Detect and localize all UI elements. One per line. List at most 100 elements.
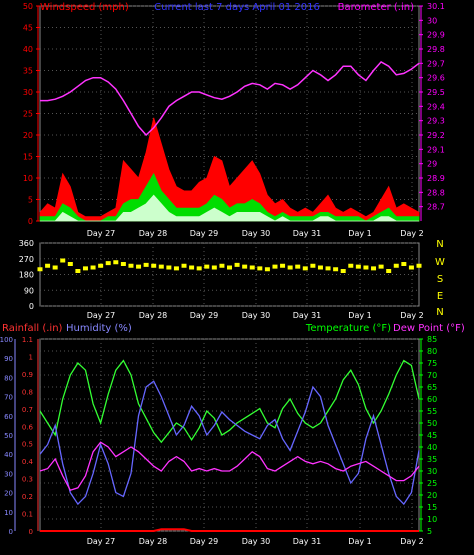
humidity-axis-title: Humidity (%) [66,323,132,334]
wind-direction-point [401,262,407,266]
direction-tick-label: 270 [19,255,34,264]
humidity-tick-label: 70 [4,394,13,402]
wind-direction-point [75,269,81,273]
wind-day-label: Day 27 [87,229,116,238]
baro-tick-label: 29.5 [427,88,445,97]
temp-tick-label: 85 [427,335,437,344]
wind-direction-point [98,263,104,268]
compass-label: N [436,307,443,318]
temp-tick-label: 25 [427,479,437,488]
wind-direction-point [378,264,384,269]
wind-direction-point [249,265,255,270]
barometer-line [40,60,420,137]
wind-direction-point [128,263,134,268]
wind-direction-point [196,266,202,271]
wind-day-label: Day 31 [293,229,322,238]
wind-direction-point [348,263,354,268]
wind-direction-point [67,262,73,266]
humidity-tick-label: 30 [4,470,13,478]
wind-direction-point [272,264,278,269]
rain-tick-label: 0.8 [22,388,33,396]
temp-tick-label: 5 [427,527,432,536]
rain-tick-label: 1 [29,353,33,361]
humidity-tick-label: 20 [4,490,13,498]
baro-tick-label: 29.4 [427,102,445,111]
direction-day-label: Day 30 [242,311,271,320]
wind-direction-point [355,264,361,269]
compass-label: N [436,239,443,250]
rain-tick-label: 1.1 [22,336,33,344]
temp-tick-label: 60 [427,395,437,404]
wind-direction-point [181,263,187,268]
wind-direction-point [295,264,301,269]
wind-direction-point [82,266,88,271]
temp-tick-label: 45 [427,431,437,440]
direction-tick-label: 90 [24,286,34,295]
temp-tick-label: 75 [427,359,437,368]
baro-tick-label: 30.1 [427,2,445,11]
wind-tick-label: 40 [23,45,33,54]
wind-direction-point [52,265,58,270]
temp-tick-label: 15 [427,503,437,512]
temp-tick-label: 35 [427,455,437,464]
baro-tick-label: 29.3 [427,117,445,126]
temp-tick-label: 55 [427,407,437,416]
wind-direction-point [113,260,119,265]
baro-tick-label: 28.9 [427,174,445,183]
humidity-tick-label: 90 [4,355,13,363]
wind-day-label: Day 28 [139,229,168,238]
climate-day-label: Day 27 [87,537,116,546]
wind-direction-point [166,265,172,270]
temp-tick-label: 30 [427,467,437,476]
direction-day-label: Day 27 [87,311,116,320]
climate-day-label: Day 31 [293,537,322,546]
wind-direction-point [371,266,377,271]
wind-direction-point [219,263,225,268]
barometer-axis-title: Barometer (.in) [338,2,414,13]
wind-direction-point [363,265,369,270]
direction-day-label: Day 1 [348,311,371,320]
wind-direction-point [105,261,111,266]
humidity-tick-label: 60 [4,413,13,421]
wind-series-wind-low [40,194,419,222]
wind-tick-label: 50 [23,2,33,11]
climate-series-humidity [39,380,420,506]
rain-tick-label: 0.7 [22,406,33,414]
climate-series-temperature [39,359,420,444]
temp-tick-label: 40 [427,443,437,452]
baro-tick-label: 29.1 [427,145,445,154]
wind-series-wind-gust [39,117,420,222]
rain-tick-label: 0.2 [22,493,33,501]
rainfall-axis-title: Rainfall (.in) [2,323,63,334]
rain-tick-label: 0.4 [22,458,34,466]
baro-tick-label: 30 [427,16,437,25]
wind-direction-point [408,265,414,270]
temp-tick-label: 10 [427,515,437,524]
chart-title: Current last 7 days April 01 2016 [154,2,320,13]
wind-direction-point [173,266,179,271]
wind-direction-point [90,265,96,270]
wind-direction-point [120,262,126,266]
wind-direction-point [280,263,286,268]
wind-direction-point [386,269,392,273]
temp-tick-label: 20 [427,491,437,500]
humidity-tick-label: 50 [4,432,13,440]
wind-direction-point [151,263,157,268]
baro-tick-label: 29.7 [427,59,445,68]
wind-direction-point [264,267,270,272]
wind-direction-point [317,265,323,270]
humidity-tick-label: 100 [0,336,13,344]
baro-tick-label: 29.6 [427,74,445,83]
climate-day-label: Day 29 [190,537,219,546]
wind-tick-label: 15 [23,153,33,162]
direction-tick-label: 360 [19,239,34,248]
wind-direction-point [227,265,232,270]
baro-tick-label: 29.9 [427,31,445,40]
wind-direction-point [302,266,308,271]
wind-direction-point [204,264,210,269]
temp-tick-label: 50 [427,419,437,428]
wind-direction-point [60,258,66,263]
baro-tick-label: 29.2 [427,131,445,140]
wind-direction-point [234,262,240,267]
